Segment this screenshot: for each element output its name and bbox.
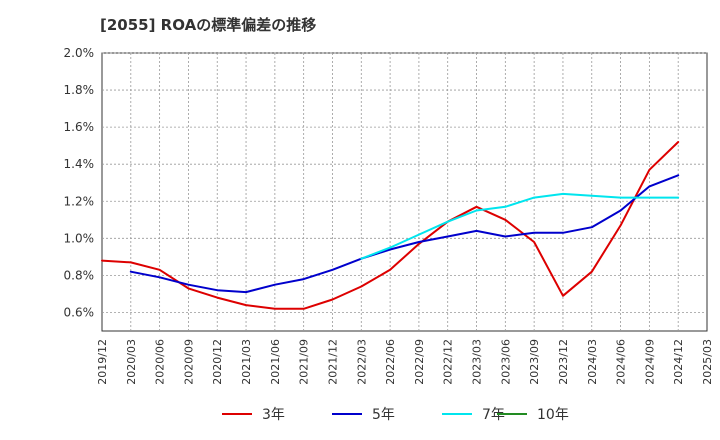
x-tick-label: 2020/12 [211, 339, 224, 385]
legend: 3年 5年 7年 10年 [0, 402, 720, 428]
legend-label: 5年 [372, 407, 395, 423]
x-tick-label: 2020/03 [125, 339, 138, 385]
x-tick-label: 2024/12 [672, 339, 685, 385]
x-tick-label: 2024/06 [615, 339, 628, 385]
x-tick-label: 2022/12 [442, 339, 455, 385]
series-layer [101, 141, 680, 310]
legend-label: 7年 [482, 407, 505, 423]
legend-item: 5年 [332, 402, 395, 426]
y-tick-label: 1.2% [64, 194, 95, 208]
series-line-2 [129, 174, 680, 294]
legend-swatch [442, 413, 472, 415]
x-tick-label: 2024/09 [643, 339, 656, 385]
x-tick-label: 2021/06 [269, 339, 282, 385]
y-tick-label: 1.6% [64, 120, 95, 134]
x-tick-label: 2020/09 [182, 339, 195, 385]
x-tick-label: 2023/06 [499, 339, 512, 385]
line-chart: 0.6% 0.8% 1.0% 1.2% 1.4% 1.6% 1.8% 2.0% 2019/12… [64, 46, 715, 385]
y-tick-label: 2.0% [64, 46, 95, 60]
y-tick-label: 0.6% [64, 305, 95, 319]
x-tick-label: 2021/09 [298, 339, 311, 385]
legend-item: 7年 [442, 402, 505, 426]
y-tick-label: 1.4% [64, 157, 95, 171]
x-tick-label: 2021/03 [240, 339, 253, 385]
x-tick-label: 2023/09 [528, 339, 541, 385]
legend-label: 3年 [262, 407, 285, 423]
y-tick-label: 1.0% [64, 231, 95, 245]
legend-item: 3年 [222, 402, 285, 426]
plot-area [101, 52, 708, 332]
series-line-3 [360, 192, 680, 260]
legend-item: 10年 [497, 402, 569, 426]
grid [102, 52, 707, 331]
x-axis: 2019/12 2020/03 2020/06 2020/09 2020/12 2021/… [96, 339, 714, 385]
x-tick-label: 2019/12 [96, 339, 109, 385]
x-tick-label: 2023/12 [557, 339, 570, 385]
x-tick-label: 2022/09 [413, 339, 426, 385]
x-tick-label: 2020/06 [154, 339, 167, 385]
x-tick-label: 2022/06 [384, 339, 397, 385]
x-tick-label: 2021/12 [326, 339, 339, 385]
y-tick-label: 0.8% [64, 268, 95, 282]
x-tick-label: 2024/03 [586, 339, 599, 385]
series-line-1 [101, 141, 680, 310]
legend-swatch [332, 413, 362, 415]
x-tick-label: 2022/03 [355, 339, 368, 385]
y-tick-label: 1.8% [64, 83, 95, 97]
x-tick-label: 2025/03 [701, 339, 714, 385]
legend-swatch [222, 413, 252, 415]
legend-label: 10年 [537, 407, 569, 423]
y-axis: 0.6% 0.8% 1.0% 1.2% 1.4% 1.6% 1.8% 2.0% [64, 46, 95, 319]
x-tick-label: 2023/03 [471, 339, 484, 385]
chart-title: [2055] ROAの標準偏差の推移 [100, 16, 317, 34]
legend-swatch [497, 413, 527, 415]
